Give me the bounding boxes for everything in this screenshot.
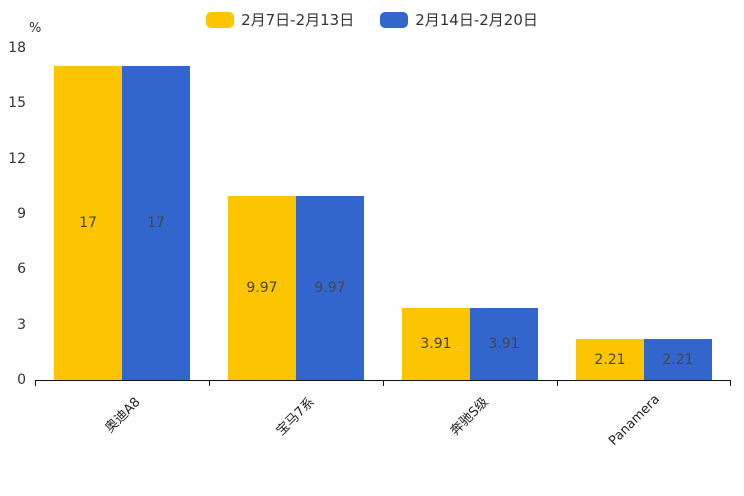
bar-value-label: 2.21 — [662, 351, 694, 368]
bar-value-label: 9.97 — [314, 280, 346, 297]
bar-series1-3[interactable]: 3.91 — [402, 307, 470, 380]
x-category-label: Panamera — [605, 392, 663, 449]
legend-label-week2: 2月14日-2月20日 — [415, 10, 538, 29]
bar-series1-2[interactable]: 9.97 — [228, 196, 296, 380]
y-tick-label: 12 — [8, 150, 26, 167]
bar-value-label: 9.97 — [246, 280, 278, 297]
x-category-label: 宝马7系 — [273, 394, 318, 439]
x-category-label: 奥迪A8 — [102, 394, 144, 436]
x-axis-tick — [557, 380, 558, 386]
bar-value-label: 17 — [79, 215, 97, 232]
y-axis-unit-label: % — [29, 21, 42, 36]
x-axis-tick — [730, 380, 731, 386]
y-tick-label: 15 — [8, 95, 26, 112]
y-tick-label: 0 — [17, 372, 26, 388]
legend-item-week1[interactable]: 2月7日-2月13日 — [206, 12, 354, 28]
legend-label-week1: 2月7日-2月13日 — [241, 10, 355, 29]
bar-series2-2[interactable]: 9.97 — [296, 196, 364, 380]
legend-swatch-week2-icon — [380, 12, 409, 28]
legend-item-week2[interactable]: 2月14日-2月20日 — [380, 12, 538, 28]
bar-series2-4[interactable]: 2.21 — [644, 339, 712, 380]
bar-value-label: 2.21 — [594, 351, 626, 368]
bar-series1-4[interactable]: 2.21 — [576, 339, 644, 380]
y-tick-label: 6 — [17, 261, 26, 278]
bar-series1-1[interactable]: 17 — [54, 66, 122, 380]
y-tick-label: 3 — [17, 316, 26, 333]
x-axis-tick — [35, 380, 36, 386]
x-axis-tick — [383, 380, 384, 386]
bar-value-label: 3.91 — [488, 335, 520, 352]
legend: 2月7日-2月13日 2月14日-2月20日 — [0, 8, 744, 32]
bar-value-label: 3.91 — [420, 335, 452, 352]
y-tick-label: 9 — [17, 206, 26, 222]
legend-swatch-week1-icon — [206, 12, 235, 28]
x-axis-tick — [209, 380, 210, 386]
x-category-label: 奔驰S级 — [447, 394, 492, 439]
bar-series2-1[interactable]: 17 — [122, 66, 190, 380]
plot-area: 0 3 6 9 12 15 18 17 17 奥迪A8 9.97 9.97 宝马7系 3.91 3.91 奔驰… — [8, 40, 731, 449]
bar-value-label: 17 — [147, 215, 165, 232]
y-tick-label: 18 — [8, 40, 26, 56]
bar-series2-3[interactable]: 3.91 — [470, 307, 538, 380]
